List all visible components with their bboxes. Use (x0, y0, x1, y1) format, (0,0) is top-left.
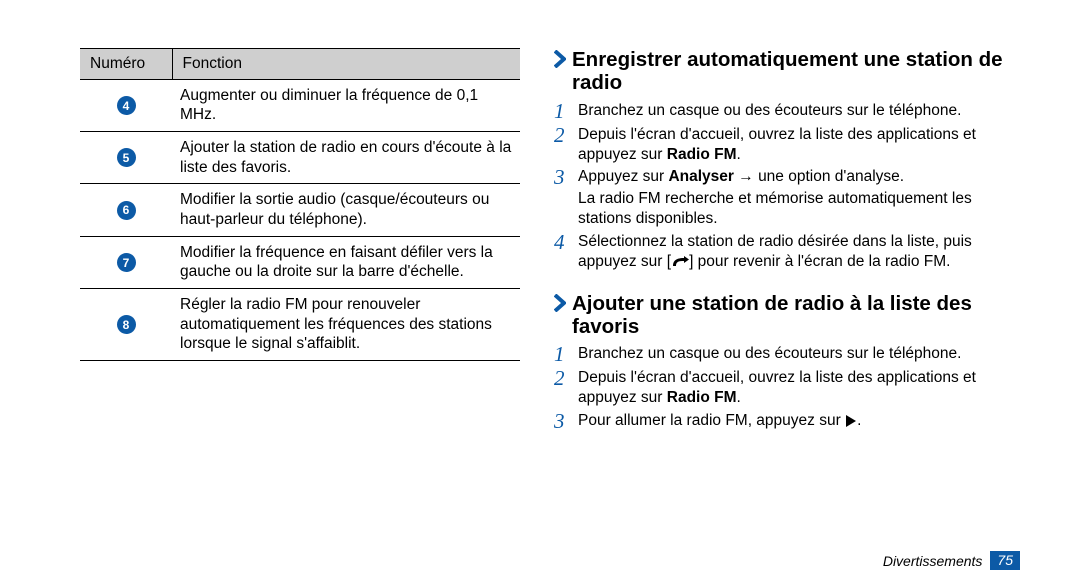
step-text-part: Pour allumer la radio FM, appuyez sur (578, 412, 845, 429)
step-index: 4 (554, 232, 568, 253)
number-badge: 5 (117, 148, 136, 167)
step-item: 3 Pour allumer la radio FM, appuyez sur … (554, 411, 1020, 433)
section-heading-auto-save: Enregistrer automatiquement une station … (554, 48, 1020, 95)
step-text-part: → une option d'analyse. (734, 168, 904, 185)
footer-chapter: Divertissements (883, 553, 983, 569)
step-text: Sélectionnez la station de radio désirée… (578, 232, 1020, 274)
step-index: 3 (554, 411, 568, 432)
step-text: Pour allumer la radio FM, appuyez sur . (578, 411, 1020, 433)
footer-page-number: 75 (990, 551, 1020, 570)
left-column: Numéro Fonction 4 Augmenter ou diminuer … (80, 48, 520, 451)
number-badge: 8 (117, 315, 136, 334)
step-index: 2 (554, 368, 568, 389)
right-column: Enregistrer automatiquement une station … (554, 48, 1020, 451)
step-item: 1 Branchez un casque ou des écouteurs su… (554, 101, 1020, 122)
step-item: 4 Sélectionnez la station de radio désir… (554, 232, 1020, 274)
step-index: 2 (554, 125, 568, 146)
steps-list-section2: 1 Branchez un casque ou des écouteurs su… (554, 344, 1020, 432)
section-heading-text: Enregistrer automatiquement une station … (572, 48, 1020, 95)
table-row: 8 Régler la radio FM pour renouveler aut… (80, 289, 520, 361)
step-item: 1 Branchez un casque ou des écouteurs su… (554, 344, 1020, 365)
back-arrow-icon (671, 254, 689, 274)
step-note: La radio FM recherche et mémorise automa… (578, 189, 1020, 229)
table-row: 6 Modifier la sortie audio (casque/écout… (80, 184, 520, 236)
table-row: 7 Modifier la fréquence en faisant défil… (80, 236, 520, 288)
chevron-right-icon (554, 50, 566, 68)
step-text-bold: Radio FM (667, 389, 737, 406)
number-badge: 7 (117, 253, 136, 272)
page-footer: Divertissements 75 (883, 551, 1020, 570)
steps-list-section1: 1 Branchez un casque ou des écouteurs su… (554, 101, 1020, 274)
step-text: Depuis l'écran d'accueil, ouvrez la list… (578, 125, 1020, 165)
cell-num: 4 (80, 79, 172, 131)
step-index: 1 (554, 344, 568, 365)
step-item: 2 Depuis l'écran d'accueil, ouvrez la li… (554, 125, 1020, 165)
cell-num: 7 (80, 236, 172, 288)
step-text: Depuis l'écran d'accueil, ouvrez la list… (578, 368, 1020, 408)
cell-desc: Modifier la fréquence en faisant défiler… (172, 236, 520, 288)
cell-num: 8 (80, 289, 172, 361)
step-item: 3 Appuyez sur Analyser → une option d'an… (554, 167, 1020, 228)
table-header-row: Numéro Fonction (80, 49, 520, 80)
table-row: 5 Ajouter la station de radio en cours d… (80, 132, 520, 184)
col-header-fonction: Fonction (172, 49, 520, 80)
cell-desc: Augmenter ou diminuer la fréquence de 0,… (172, 79, 520, 131)
section-heading-add-favorite: Ajouter une station de radio à la liste … (554, 292, 1020, 339)
cell-num: 6 (80, 184, 172, 236)
step-text-part: Depuis l'écran d'accueil, ouvrez la list… (578, 126, 976, 163)
step-text-part: . (857, 412, 861, 429)
number-badge: 6 (117, 201, 136, 220)
col-header-numero: Numéro (80, 49, 172, 80)
step-text-bold: Analyser (668, 168, 733, 185)
table-row: 4 Augmenter ou diminuer la fréquence de … (80, 79, 520, 131)
functions-table: Numéro Fonction 4 Augmenter ou diminuer … (80, 48, 520, 361)
step-text: Branchez un casque ou des écouteurs sur … (578, 344, 1020, 364)
cell-desc: Régler la radio FM pour renouveler autom… (172, 289, 520, 361)
chevron-right-icon (554, 294, 566, 312)
step-text-part: . (737, 146, 741, 163)
step-index: 3 (554, 167, 568, 188)
cell-num: 5 (80, 132, 172, 184)
step-index: 1 (554, 101, 568, 122)
step-text-bold: Radio FM (667, 146, 737, 163)
step-text-part: Appuyez sur (578, 168, 668, 185)
step-item: 2 Depuis l'écran d'accueil, ouvrez la li… (554, 368, 1020, 408)
section-heading-text: Ajouter une station de radio à la liste … (572, 292, 1020, 339)
step-text: Appuyez sur Analyser → une option d'anal… (578, 167, 1020, 228)
cell-desc: Ajouter la station de radio en cours d'é… (172, 132, 520, 184)
step-text-part: . (737, 389, 741, 406)
step-text-part: Depuis l'écran d'accueil, ouvrez la list… (578, 369, 976, 406)
page-content: Numéro Fonction 4 Augmenter ou diminuer … (0, 0, 1080, 451)
number-badge: 4 (117, 96, 136, 115)
step-text: Branchez un casque ou des écouteurs sur … (578, 101, 1020, 121)
step-text-part: ] pour revenir à l'écran de la radio FM. (689, 253, 950, 270)
cell-desc: Modifier la sortie audio (casque/écouteu… (172, 184, 520, 236)
play-icon (845, 413, 857, 433)
